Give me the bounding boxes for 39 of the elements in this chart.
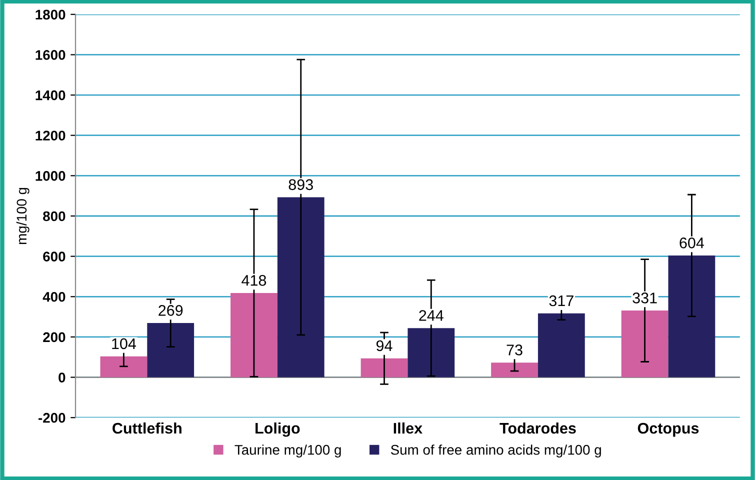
bar (408, 328, 455, 378)
x-tick-label: Illex (394, 422, 422, 434)
x-tick-label: Cuttlefish (112, 422, 182, 434)
data-label: 269 (158, 305, 183, 316)
data-label: 244 (419, 310, 444, 321)
bar (668, 256, 716, 378)
bar (360, 358, 408, 378)
data-label: 331 (632, 292, 657, 304)
bar (230, 293, 278, 378)
bar (491, 362, 538, 378)
y-tick-label: 600 (43, 252, 66, 262)
data-label: 604 (680, 238, 704, 248)
bar (147, 323, 194, 378)
data-label: 418 (242, 275, 266, 286)
x-tick-label: Loligo (256, 422, 300, 437)
bar (621, 310, 668, 378)
y-tick-label: 1600 (36, 50, 66, 60)
y-tick-label: 200 (43, 332, 66, 342)
bar (538, 313, 585, 378)
y-tick-label: 1200 (36, 130, 66, 141)
y-tick-label: -200 (38, 412, 66, 423)
x-tick-label: Todarodes (500, 422, 576, 434)
y-tick-label: 1400 (36, 90, 66, 100)
y-axis-title: mg/100 g (16, 188, 30, 244)
data-label: 94 (376, 340, 392, 352)
data-label: 104 (112, 338, 136, 350)
y-tick-label: 1800 (36, 10, 66, 20)
data-label: 73 (506, 344, 522, 356)
data-label: 317 (549, 295, 574, 306)
legend-label: Sum of free amino acids mg/100 g (390, 444, 601, 458)
bar (277, 197, 324, 378)
y-tick-label: 800 (43, 211, 66, 222)
y-tick-label: 0 (58, 372, 66, 382)
x-tick-label: Octopus (638, 422, 699, 437)
y-tick-label: 1000 (36, 171, 66, 181)
data-label: 893 (288, 179, 313, 190)
bar (100, 356, 148, 378)
y-tick-label: 400 (42, 292, 66, 302)
legend-label: Taurine mg/100 g (234, 444, 341, 458)
